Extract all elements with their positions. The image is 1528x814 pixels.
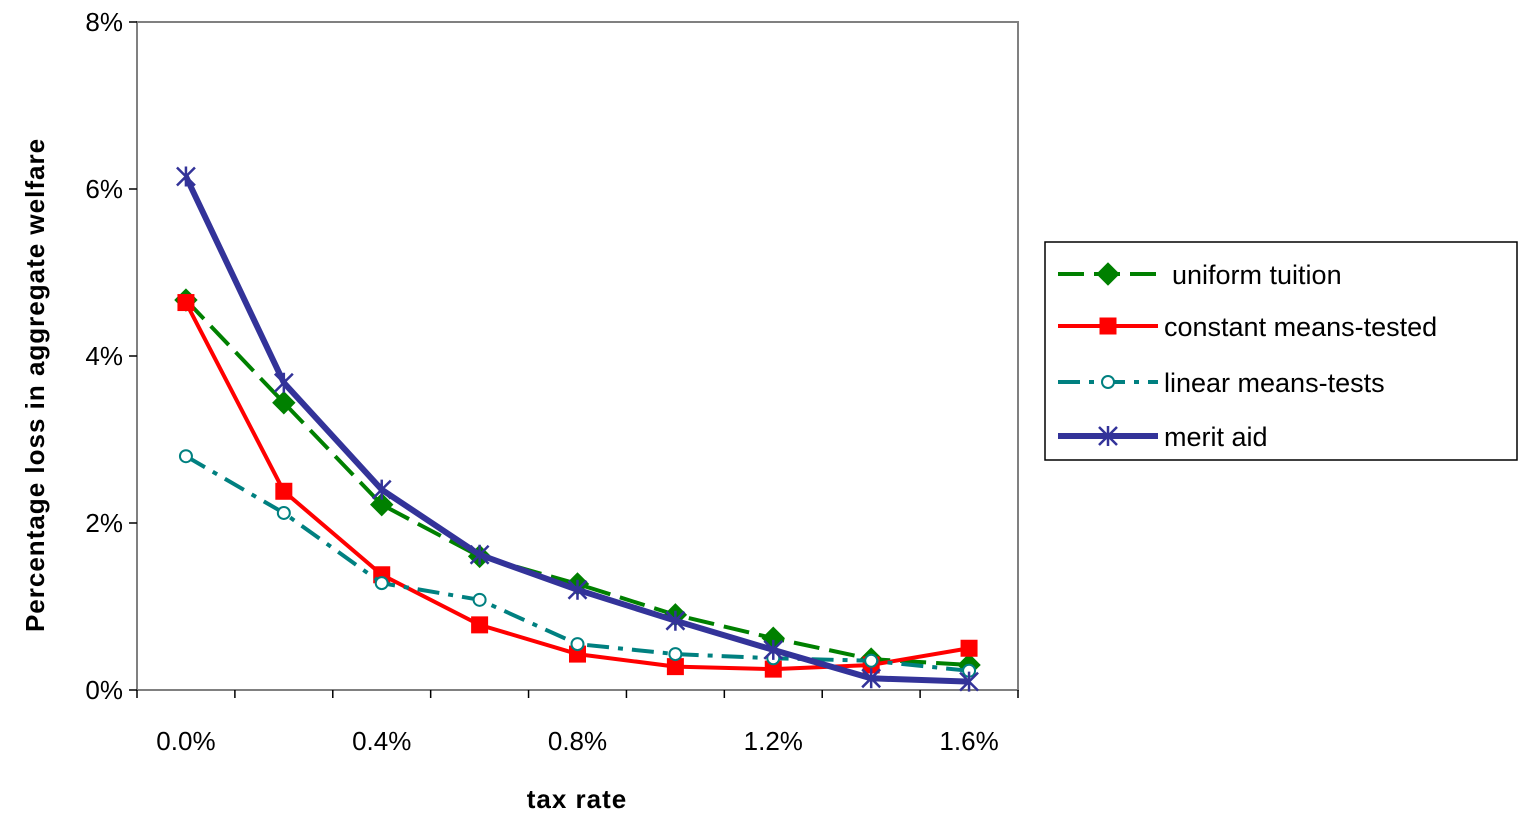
square-marker [471,616,489,634]
y-tick-label: 8% [85,7,123,37]
y-tick-label: 4% [85,341,123,371]
legend-label: linear means-tests [1164,368,1385,398]
open-circle-marker [1101,375,1115,389]
open-circle-marker [472,592,487,607]
asterisk-marker-strokes [763,639,784,660]
y-tick-label: 0% [85,675,123,705]
asterisk-marker [763,639,784,660]
asterisk-marker-strokes [861,668,882,689]
asterisk-marker [1098,426,1118,446]
square-marker [275,482,293,500]
legend-item: linear means-tests [1058,368,1385,398]
asterisk-marker [665,610,686,631]
asterisk-marker [176,166,196,187]
asterisk-marker-strokes [567,579,588,600]
open-circle-marker [668,647,683,662]
legend-label: uniform tuition [1172,260,1342,290]
x-tick-label: 0.0% [156,726,215,756]
diamond-marker [370,492,394,517]
asterisk-marker [371,479,392,500]
legend: uniform tuition constant means-tested line… [1044,241,1518,461]
asterisk-marker [469,544,490,565]
asterisk-marker-strokes [273,372,294,393]
diamond-marker [272,391,296,415]
open-circle-marker [570,637,585,652]
asterisk-marker-strokes [665,610,686,631]
open-circle-marker [864,653,879,668]
asterisk-marker [861,668,882,689]
legend-label: constant means-tested [1164,312,1437,342]
x-axis-title: tax rate [527,784,628,814]
series-layer [174,166,981,692]
series-merit-aid [176,166,979,692]
x-tick-label: 0.8% [548,726,607,756]
y-tick-label: 2% [85,508,123,538]
x-tick-label: 1.6% [939,726,998,756]
y-axis-title: Percentage loss in aggregate welfare [20,138,50,632]
legend-item: constant means-tested [1058,312,1437,342]
diamond-marker [1096,262,1120,286]
legend-item: merit aid [1058,422,1268,452]
asterisk-marker-strokes [469,544,490,565]
x-tick-label: 0.4% [352,726,411,756]
asterisk-marker-strokes [176,166,196,187]
open-circle-marker [178,449,193,464]
asterisk-marker [567,579,588,600]
series-line [184,298,970,667]
axes: 0% 2% 4% 6% 8% 0.0% 0.4% 0.8% 1.2% 1.6% [85,7,1019,756]
open-circle-marker [374,576,389,591]
legend-item: uniform tuition [1058,260,1342,290]
asterisk-marker [959,671,979,692]
square-marker [960,639,978,657]
y-tick-label: 6% [85,174,123,204]
asterisk-marker-strokes [959,671,979,692]
x-tick-label: 1.2% [744,726,803,756]
legend-box [1044,241,1518,461]
open-circle-marker [276,505,291,520]
asterisk-marker-strokes [1098,426,1118,446]
asterisk-marker [273,372,294,393]
asterisk-marker-strokes [371,479,392,500]
square-marker [1099,317,1117,335]
square-marker [177,294,195,312]
legend-label: merit aid [1164,422,1268,452]
